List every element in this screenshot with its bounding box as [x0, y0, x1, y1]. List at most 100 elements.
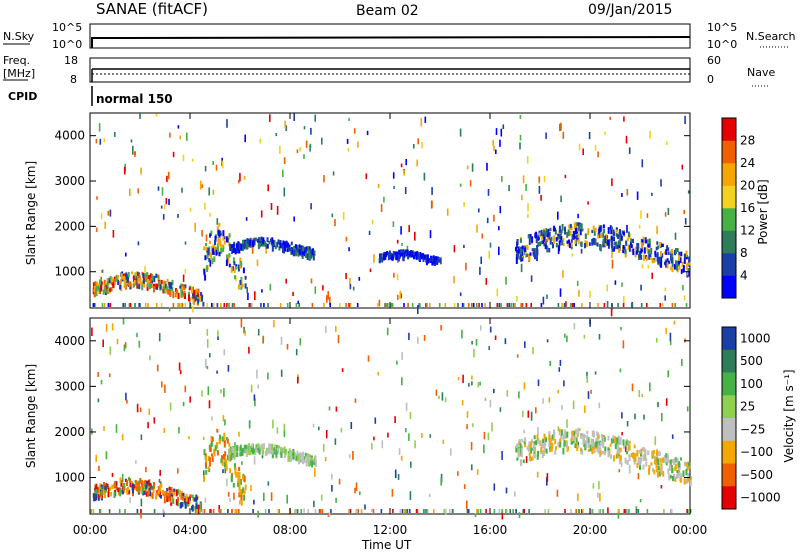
band-echo	[238, 242, 241, 250]
scatter-echo	[489, 242, 492, 248]
band-echo	[663, 455, 666, 462]
near-range-echo	[319, 509, 322, 513]
scatter-echo	[424, 116, 427, 123]
band-echo	[609, 454, 612, 459]
band-echo	[109, 276, 112, 280]
scatter-echo	[381, 440, 384, 449]
scatter-echo	[123, 344, 126, 352]
band-echo	[125, 272, 128, 278]
scatter-echo	[487, 432, 490, 441]
band-echo	[622, 439, 625, 446]
band-echo	[145, 484, 148, 489]
scatter-echo	[216, 370, 218, 374]
scatter-echo	[476, 224, 478, 233]
scatter-echo	[341, 368, 344, 372]
band-echo	[95, 292, 98, 297]
scatter-echo	[471, 381, 473, 386]
band-echo	[123, 281, 126, 287]
band-echo	[391, 255, 394, 260]
scatter-echo	[611, 250, 613, 258]
band-echo	[263, 443, 265, 448]
band-echo	[531, 456, 534, 461]
band-echo	[243, 475, 246, 483]
scatter-echo	[440, 325, 442, 331]
band-echo	[604, 446, 607, 451]
band-echo	[423, 254, 426, 259]
band-echo	[104, 485, 107, 491]
band-echo	[528, 254, 531, 261]
scatter-echo	[335, 406, 338, 412]
band-echo	[629, 241, 632, 247]
scatter-echo	[169, 132, 171, 138]
colorbar-frame	[721, 117, 737, 299]
band-echo	[537, 242, 540, 247]
near-range-echo	[528, 509, 530, 513]
near-range-echo	[279, 303, 282, 307]
near-range-echo	[109, 303, 111, 307]
band-echo	[574, 238, 577, 245]
scatter-echo	[686, 406, 689, 412]
band-echo	[127, 486, 129, 491]
xtick-label: 08:00	[273, 523, 308, 537]
near-range-echo	[90, 509, 92, 513]
band-echo	[528, 236, 531, 240]
scatter-echo	[159, 469, 161, 476]
band-echo	[239, 489, 242, 496]
near-range-echo	[189, 303, 192, 307]
band-echo	[677, 472, 680, 479]
band-echo	[189, 494, 192, 498]
band-echo	[379, 254, 382, 259]
band-echo	[162, 283, 165, 290]
band-echo	[170, 282, 173, 289]
scatter-echo	[588, 132, 591, 140]
scatter-echo	[280, 369, 283, 377]
scatter-echo	[635, 506, 638, 511]
band-echo	[674, 476, 677, 482]
scatter-echo	[638, 224, 641, 229]
band-echo	[300, 245, 303, 250]
band-echo	[624, 248, 627, 255]
scatter-echo	[386, 327, 389, 336]
band-echo	[548, 440, 551, 447]
xtick-label: 00:00	[73, 523, 108, 537]
scatter-echo	[177, 214, 179, 218]
scatter-echo	[203, 470, 205, 480]
band-echo	[124, 478, 127, 482]
band-echo	[667, 247, 670, 252]
band-echo	[271, 240, 274, 245]
scatter-echo	[129, 497, 131, 503]
band-echo	[205, 464, 207, 469]
scatter-echo	[140, 167, 142, 175]
scatter-echo	[527, 213, 529, 218]
band-echo	[558, 234, 561, 240]
band-echo	[310, 455, 313, 460]
scatter-echo	[182, 274, 185, 282]
band-echo	[166, 488, 169, 492]
near-range-echo	[199, 509, 201, 513]
scatter-echo	[597, 151, 599, 158]
scatter-echo	[357, 141, 359, 148]
band-echo	[235, 243, 238, 248]
near-range-echo	[329, 303, 331, 307]
near-range-echo	[569, 303, 572, 307]
scatter-echo	[557, 426, 560, 432]
scatter-echo	[387, 432, 389, 438]
band-echo	[577, 445, 580, 449]
band-echo	[218, 251, 221, 257]
near-range-echo	[416, 509, 419, 513]
band-echo	[104, 489, 107, 493]
scatter-echo	[656, 337, 658, 343]
band-echo	[555, 237, 558, 242]
band-echo	[688, 477, 691, 481]
band-echo	[652, 260, 655, 264]
near-range-echo	[646, 303, 648, 307]
band-echo	[602, 238, 605, 245]
scatter-echo	[186, 132, 188, 141]
band-echo	[615, 241, 618, 248]
band-echo	[540, 240, 543, 245]
band-echo	[133, 485, 135, 489]
band-echo	[290, 249, 293, 255]
scatter-echo	[400, 163, 403, 168]
band-echo	[240, 286, 243, 290]
band-echo	[576, 442, 578, 447]
